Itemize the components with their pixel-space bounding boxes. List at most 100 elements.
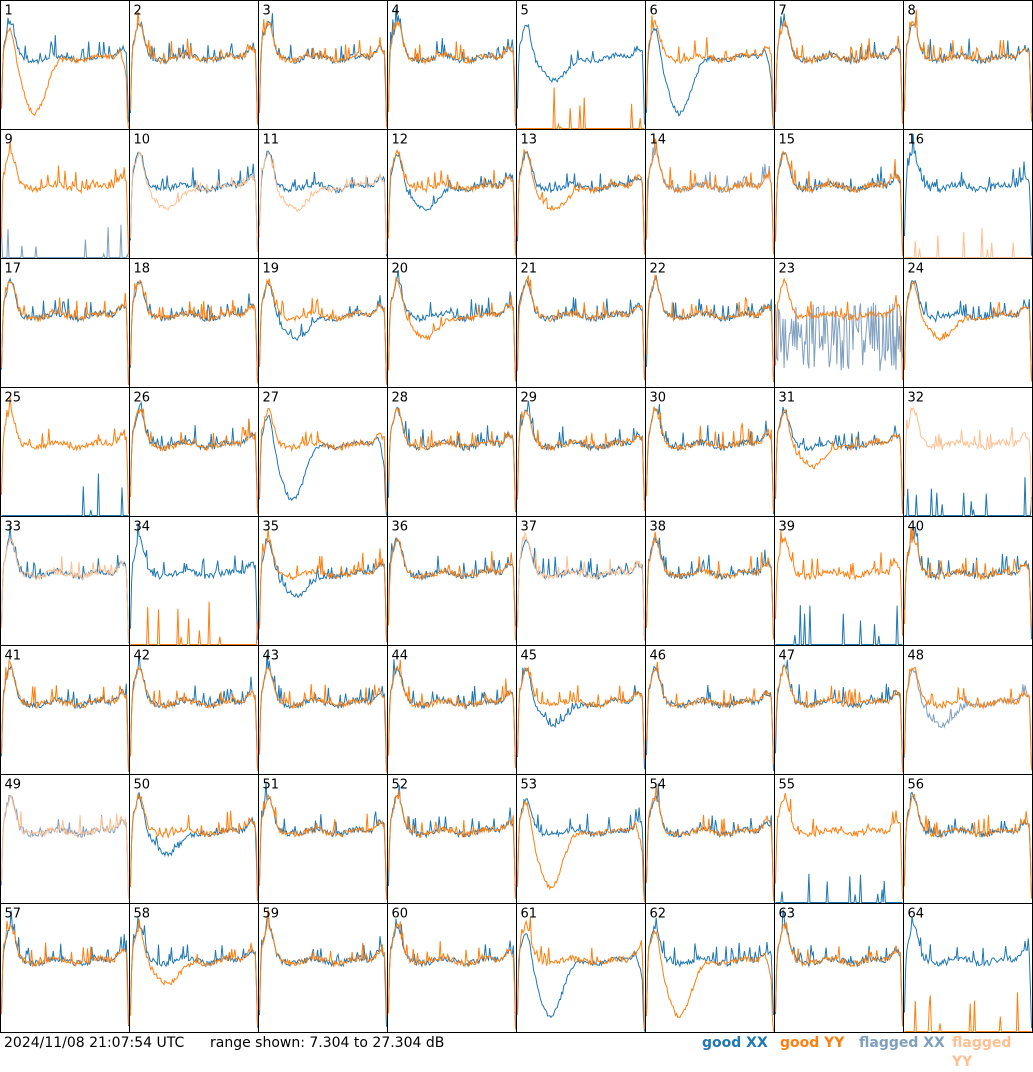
- panel-label: 27: [263, 391, 280, 406]
- panel-46: 46: [645, 645, 775, 775]
- panel-frame: [129, 516, 259, 646]
- panel-label: 43: [263, 649, 280, 664]
- legend-good-xx: good XX: [702, 1035, 768, 1051]
- panel-frame: [387, 903, 517, 1033]
- series-yy: [646, 274, 774, 382]
- series-yy: [130, 407, 258, 514]
- panel-label: 55: [779, 778, 796, 793]
- panel-28: 28: [387, 387, 517, 517]
- panel-38: 38: [645, 516, 775, 646]
- panel-frame: [387, 387, 517, 517]
- panel-frame: [645, 0, 775, 130]
- panel-30: 30: [645, 387, 775, 517]
- series-xx: [646, 274, 774, 383]
- panel-frame: [129, 903, 259, 1033]
- panel-label: 32: [908, 391, 925, 406]
- series-yy: [1, 141, 129, 255]
- series-yy: [775, 408, 903, 514]
- panel-frame: [516, 516, 646, 646]
- series-yy: [517, 916, 645, 1030]
- panel-label: 33: [5, 520, 22, 535]
- series-yy: [775, 20, 903, 125]
- panel-frame: [0, 387, 130, 517]
- panel-frame: [516, 903, 646, 1033]
- panel-1: 1: [0, 0, 130, 130]
- panel-51: 51: [258, 774, 388, 904]
- panel-35: 35: [258, 516, 388, 646]
- panel-frame: [903, 903, 1033, 1033]
- panel-label: 58: [134, 907, 151, 922]
- panel-label: 51: [263, 778, 280, 793]
- panel-frame: [129, 645, 259, 775]
- panel-frame: [258, 129, 388, 259]
- panel-15: 15: [774, 129, 904, 259]
- series-yy: [130, 150, 258, 252]
- series-xx: [775, 302, 903, 371]
- panel-label: 10: [134, 133, 151, 148]
- series-yy: [130, 279, 258, 384]
- panel-label: 5: [521, 4, 529, 19]
- series-xx: [130, 523, 258, 640]
- panel-frame: [774, 645, 904, 775]
- panel-12: 12: [387, 129, 517, 259]
- panel-label: 21: [521, 262, 538, 277]
- series-xx: [259, 538, 387, 640]
- panel-label: 40: [908, 520, 925, 535]
- series-yy: [130, 793, 258, 899]
- panel-frame: [0, 0, 130, 130]
- panel-label: 15: [779, 133, 796, 148]
- panel-55: 55: [774, 774, 904, 904]
- series-yy: [775, 793, 903, 900]
- panel-45: 45: [516, 645, 646, 775]
- panel-9: 9: [0, 129, 130, 259]
- panel-31: 31: [774, 387, 904, 517]
- series-xx: [517, 932, 645, 1032]
- series-yy: [517, 532, 645, 640]
- series-yy: [904, 793, 1032, 899]
- series-yy: [1, 26, 129, 129]
- legend-good-yy: good YY: [780, 1035, 845, 1051]
- panel-frame: [645, 129, 775, 259]
- panel-frame: [774, 774, 904, 904]
- series-yy: [775, 665, 903, 773]
- series-yy: [259, 666, 387, 773]
- panel-label: 6: [650, 4, 658, 19]
- panel-label: 36: [392, 520, 409, 535]
- series-yy: [517, 148, 645, 255]
- series-yy: [646, 406, 774, 512]
- panel-label: 53: [521, 778, 538, 793]
- panel-label: 28: [392, 391, 409, 406]
- panel-label: 20: [392, 262, 409, 277]
- panel-frame: [387, 258, 517, 388]
- panel-frame: [516, 258, 646, 388]
- series-xx: [904, 477, 1032, 516]
- panel-frame: [516, 387, 646, 517]
- series-yy: [904, 406, 1032, 513]
- series-yy: [130, 664, 258, 771]
- panel-39: 39: [774, 516, 904, 646]
- panel-frame: [0, 129, 130, 259]
- panel-16: 16: [903, 129, 1033, 259]
- series-yy: [388, 407, 516, 512]
- panel-25: 25: [0, 387, 130, 517]
- panel-13: 13: [516, 129, 646, 259]
- panel-frame: [645, 258, 775, 388]
- panel-label: 29: [521, 391, 538, 406]
- series-yy: [775, 278, 903, 381]
- panel-frame: [129, 258, 259, 388]
- panel-label: 39: [779, 520, 796, 535]
- series-yy: [259, 151, 387, 255]
- panel-2: 2: [129, 0, 259, 130]
- panel-frame: [903, 258, 1033, 388]
- panel-frame: [129, 129, 259, 259]
- panel-58: 58: [129, 903, 259, 1033]
- series-xx: [904, 133, 1032, 256]
- series-yy: [646, 531, 774, 640]
- panel-label: 41: [5, 649, 22, 664]
- panel-label: 62: [650, 907, 667, 922]
- panel-7: 7: [774, 0, 904, 130]
- series-yy: [130, 10, 258, 125]
- panel-36: 36: [387, 516, 517, 646]
- series-xx: [775, 406, 903, 512]
- panel-label: 11: [263, 133, 280, 148]
